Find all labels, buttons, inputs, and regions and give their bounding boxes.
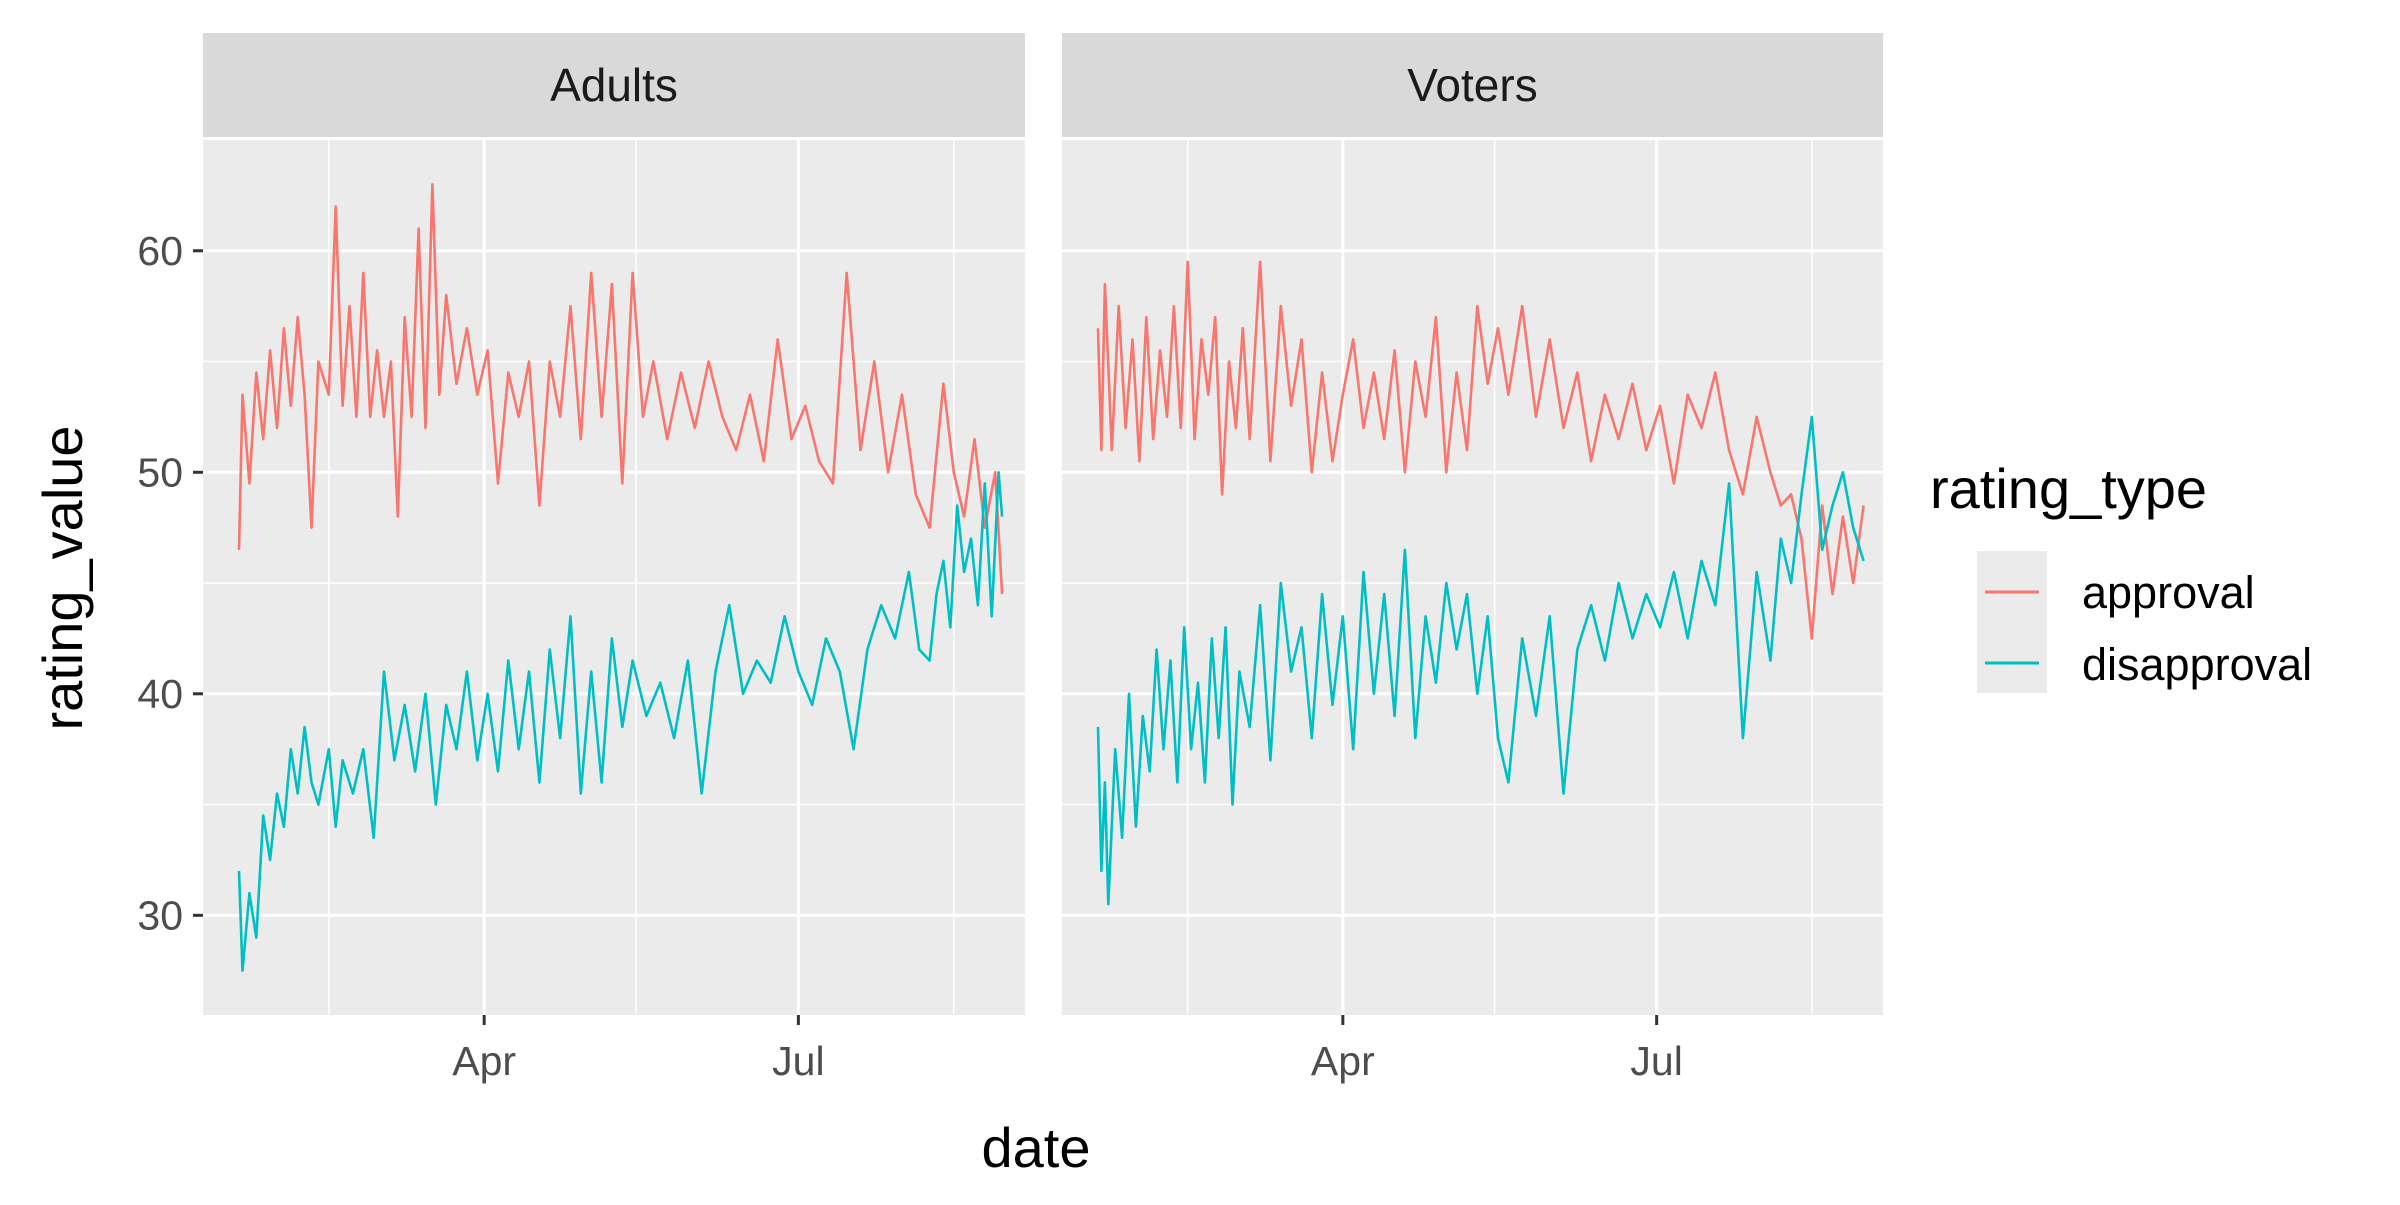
facet-panels: Adults Apr Jul Voters Apr Jul: [203, 33, 1883, 1084]
panel-adults: Adults Apr Jul: [203, 33, 1025, 1084]
strip-label-voters: Voters: [1407, 59, 1537, 111]
legend-key-background: [1977, 551, 2047, 693]
series-line-voters-disapproval: [1096, 415, 1865, 906]
panel-voters: Voters Apr Jul: [1062, 33, 1883, 1084]
y-tick-label: 40: [137, 671, 183, 717]
strip-voters: [1062, 33, 1883, 137]
strip-label-adults: Adults: [550, 59, 678, 111]
y-tick-label: 60: [137, 228, 183, 274]
panel-background-voters: [1062, 140, 1883, 1015]
strip-adults: [203, 33, 1025, 137]
y-tick-label: 30: [137, 892, 183, 938]
series-line-voters-approval: [1096, 260, 1865, 640]
x-tick-label: Jul: [1630, 1038, 1682, 1084]
legend: rating_type approval disapproval: [1930, 457, 2312, 693]
x-axis-title: date: [982, 1116, 1091, 1179]
x-tick-label: Apr: [1311, 1038, 1375, 1084]
legend-title: rating_type: [1930, 457, 2207, 520]
series-line-adults-disapproval: [237, 471, 1004, 972]
y-tick-label: 50: [137, 449, 183, 495]
y-axis-title: rating_value: [31, 425, 94, 730]
y-axis: 30 40 50 60: [137, 228, 203, 938]
panel-background-adults: [203, 140, 1025, 1015]
legend-label-disapproval: disapproval: [2082, 639, 2312, 690]
x-tick-label: Apr: [452, 1038, 516, 1084]
x-tick-label: Jul: [772, 1038, 824, 1084]
series-line-adults-approval: [237, 183, 1004, 595]
legend-label-approval: approval: [2082, 567, 2255, 618]
